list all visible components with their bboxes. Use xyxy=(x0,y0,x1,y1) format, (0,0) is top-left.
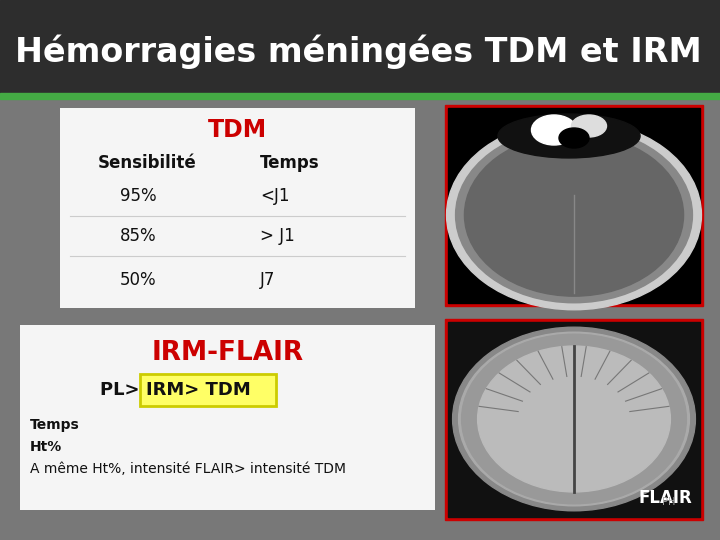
Text: PH: PH xyxy=(662,497,675,507)
Bar xyxy=(448,322,700,517)
Bar xyxy=(448,108,700,303)
Text: Hémorragies méningées TDM et IRM: Hémorragies méningées TDM et IRM xyxy=(15,35,702,69)
Ellipse shape xyxy=(572,115,606,137)
Text: <J1: <J1 xyxy=(260,187,289,205)
Text: J7: J7 xyxy=(260,271,275,289)
Bar xyxy=(20,325,435,510)
Ellipse shape xyxy=(559,128,589,148)
Text: FLAIR: FLAIR xyxy=(638,489,692,507)
Ellipse shape xyxy=(464,134,683,296)
FancyBboxPatch shape xyxy=(140,374,276,406)
Ellipse shape xyxy=(456,127,693,303)
Ellipse shape xyxy=(531,115,577,145)
Text: 85%: 85% xyxy=(120,227,157,245)
Ellipse shape xyxy=(477,346,670,492)
Text: Sensibilité: Sensibilité xyxy=(98,154,197,172)
Ellipse shape xyxy=(462,334,686,504)
Text: 95%: 95% xyxy=(120,187,157,205)
Ellipse shape xyxy=(459,332,690,506)
Bar xyxy=(0,93,720,99)
Text: Temps: Temps xyxy=(260,154,320,172)
Text: > J1: > J1 xyxy=(260,227,294,245)
Text: TDM: TDM xyxy=(208,118,267,142)
Text: Temps: Temps xyxy=(30,418,80,432)
Ellipse shape xyxy=(453,327,696,511)
Text: A même Ht%, intensité FLAIR> intensité TDM: A même Ht%, intensité FLAIR> intensité T… xyxy=(30,462,346,476)
Bar xyxy=(445,319,703,520)
Text: IRM> TDM: IRM> TDM xyxy=(146,381,251,399)
Bar xyxy=(0,0,720,96)
Text: 50%: 50% xyxy=(120,271,157,289)
Ellipse shape xyxy=(446,120,701,310)
Text: PL>: PL> xyxy=(100,381,145,399)
Text: Ht%: Ht% xyxy=(30,440,62,454)
Ellipse shape xyxy=(498,114,640,158)
Bar xyxy=(60,108,415,308)
Text: IRM-FLAIR: IRM-FLAIR xyxy=(151,340,304,366)
Bar xyxy=(445,105,703,306)
